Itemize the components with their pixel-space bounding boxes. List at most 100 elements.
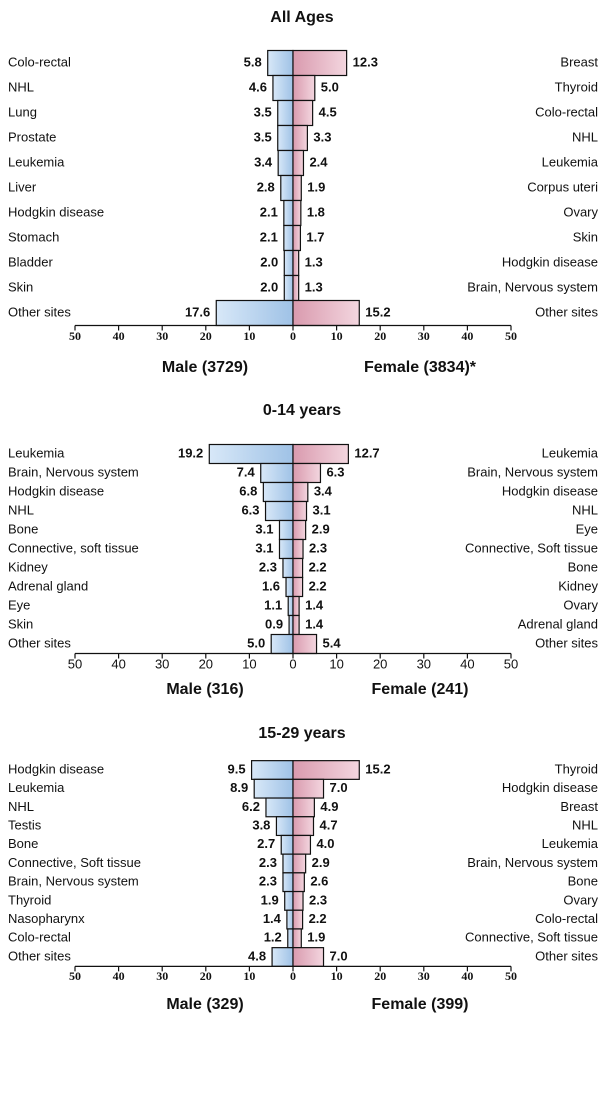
bar	[292, 49, 348, 77]
category-label: Brain, Nervous system	[467, 279, 598, 294]
category-label: NHL	[8, 799, 34, 814]
category-label: Other sites	[535, 304, 598, 319]
x-tick-label: 20	[200, 329, 212, 343]
bar	[292, 149, 305, 177]
value-label: 3.4	[314, 483, 333, 498]
bar	[271, 947, 294, 967]
category-label: Bone	[8, 836, 38, 851]
bar	[292, 853, 307, 874]
category-label: Ovary	[563, 204, 598, 219]
category-label: Adrenal gland	[8, 578, 88, 593]
value-label: 7.4	[237, 464, 256, 479]
x-tick-label: 30	[155, 656, 169, 671]
category-label: Breast	[560, 54, 598, 69]
bar	[292, 576, 304, 598]
x-tick-label: 20	[200, 969, 212, 983]
category-label: Colo-rectal	[535, 104, 598, 119]
axis-label: Female (241)	[372, 681, 469, 698]
bar	[286, 909, 294, 930]
axis-label: Male (329)	[166, 996, 243, 1013]
bar	[292, 928, 302, 949]
category-label: Thyroid	[555, 79, 598, 94]
category-label: Connective, Soft tissue	[8, 855, 141, 870]
value-label: 1.7	[306, 229, 324, 244]
category-label: Skin	[8, 279, 33, 294]
bar	[277, 99, 294, 127]
bar	[292, 797, 315, 818]
bar	[287, 595, 294, 617]
bar	[292, 224, 302, 252]
bar	[260, 462, 294, 484]
axis-label: Male (316)	[166, 681, 243, 698]
category-label: Other sites	[535, 635, 598, 650]
category-label: NHL	[8, 79, 34, 94]
value-label: 4.6	[249, 79, 267, 94]
category-label: Brain, Nervous system	[8, 464, 139, 479]
category-label: Hodgkin disease	[8, 761, 104, 776]
x-tick-label: 30	[417, 656, 431, 671]
bar	[292, 760, 360, 780]
bar	[250, 760, 294, 780]
category-label: Leukemia	[8, 154, 65, 169]
panel-title: All Ages	[270, 9, 334, 26]
category-label: Thyroid	[8, 892, 51, 907]
bar	[285, 576, 294, 598]
value-label: 5.4	[323, 635, 342, 650]
value-label: 1.2	[264, 930, 282, 945]
x-tick-label: 30	[418, 329, 430, 343]
x-tick-label: 40	[460, 656, 474, 671]
category-label: Brain, Nervous system	[467, 464, 598, 479]
bar	[278, 538, 294, 560]
bar	[292, 124, 308, 152]
category-label: Bone	[8, 521, 38, 536]
value-label: 3.8	[252, 818, 270, 833]
category-label: Eye	[576, 521, 598, 536]
x-tick-label: 10	[243, 969, 255, 983]
value-label: 1.8	[307, 204, 325, 219]
value-label: 6.8	[239, 483, 257, 498]
bar	[292, 274, 300, 302]
x-tick-label: 0	[289, 656, 296, 671]
value-label: 1.4	[305, 597, 324, 612]
bar	[262, 481, 294, 503]
category-label: Colo-rectal	[8, 930, 71, 945]
category-label: Prostate	[8, 129, 56, 144]
value-label: 5.0	[247, 635, 265, 650]
category-label: Hodgkin disease	[502, 483, 598, 498]
x-tick-label: 50	[69, 329, 81, 343]
value-label: 4.9	[320, 799, 338, 814]
category-label: Corpus uteri	[527, 179, 598, 194]
bar	[292, 557, 304, 579]
value-label: 1.4	[263, 911, 282, 926]
bar	[292, 481, 309, 503]
category-label: Leukemia	[542, 154, 599, 169]
value-label: 2.3	[259, 874, 277, 889]
value-label: 2.2	[309, 578, 327, 593]
value-label: 12.7	[354, 445, 379, 460]
x-tick-label: 40	[113, 329, 125, 343]
category-label: Hodgkin disease	[502, 780, 598, 795]
value-label: 5.8	[244, 54, 262, 69]
category-label: Breast	[560, 799, 598, 814]
x-tick-label: 20	[199, 656, 213, 671]
bar	[292, 614, 300, 636]
value-label: 1.6	[262, 578, 280, 593]
value-label: 2.0	[260, 279, 278, 294]
category-label: NHL	[572, 129, 598, 144]
value-label: 1.9	[307, 930, 325, 945]
category-label: Leukemia	[542, 836, 599, 851]
value-label: 2.2	[309, 911, 327, 926]
value-label: 8.9	[230, 780, 248, 795]
value-label: 2.1	[260, 204, 278, 219]
x-tick-label: 10	[243, 329, 255, 343]
bar	[292, 595, 300, 617]
value-label: 3.4	[254, 154, 273, 169]
x-tick-label: 40	[113, 969, 125, 983]
bar	[292, 174, 302, 202]
bar	[292, 778, 325, 799]
x-tick-label: 20	[373, 656, 387, 671]
panel-title: 15-29 years	[258, 725, 345, 742]
value-label: 2.3	[259, 559, 277, 574]
category-label: Skin	[573, 229, 598, 244]
value-label: 5.0	[321, 79, 339, 94]
